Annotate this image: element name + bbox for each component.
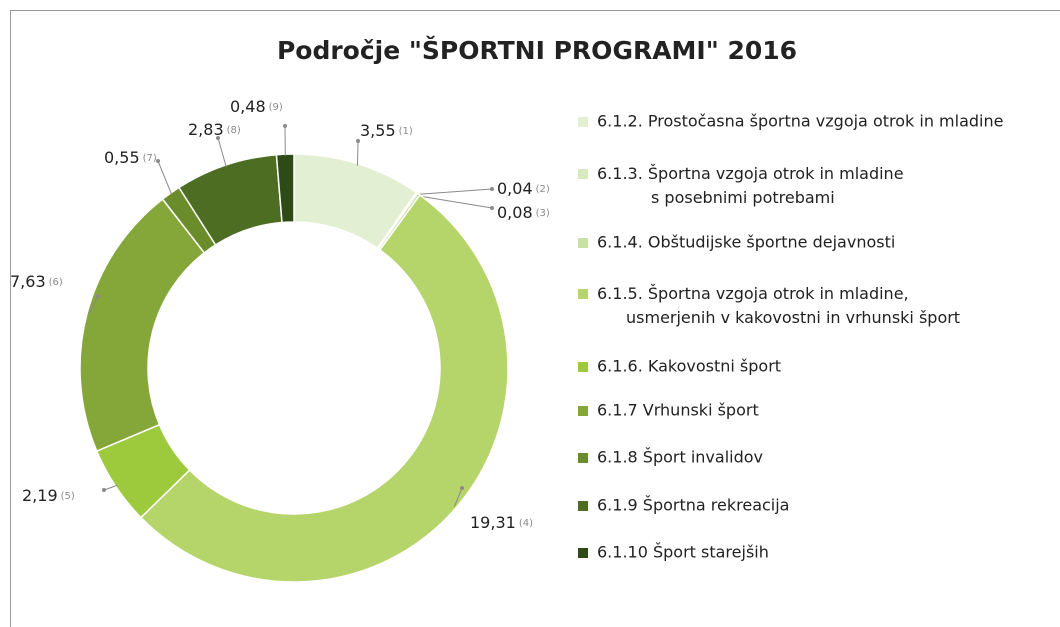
value-label: 3,55 (1) — [360, 121, 413, 140]
donut-slice — [139, 193, 509, 583]
legend-swatch — [578, 501, 588, 511]
value-label-note: (4) — [519, 518, 533, 529]
donut-slice — [275, 153, 295, 224]
value-label-number: 0,04 — [497, 179, 533, 198]
value-label-number: 19,31 — [470, 513, 516, 532]
leader-line — [103, 484, 118, 491]
value-label: 0,48 (9) — [230, 97, 283, 116]
value-label-note: (3) — [536, 208, 550, 219]
legend-swatch — [578, 453, 588, 463]
value-label: 7,63 (6) — [10, 272, 63, 291]
leader-line — [157, 160, 173, 195]
legend-label: 6.1.2. Prostočasna športna vzgoja otrok … — [597, 112, 1003, 131]
legend-swatch — [578, 238, 588, 248]
value-label-note: (9) — [269, 102, 283, 113]
donut-slice — [79, 198, 206, 453]
legend-swatch — [578, 548, 588, 558]
legend-swatch — [578, 362, 588, 372]
leader-dot — [460, 486, 464, 490]
legend-swatch — [578, 169, 588, 179]
leader-line — [217, 137, 227, 168]
leader-dot — [356, 139, 360, 143]
leader-line — [453, 487, 463, 507]
value-label-number: 0,55 — [104, 148, 140, 167]
value-label: 0,08 (3) — [497, 203, 550, 222]
value-label-note: (2) — [536, 184, 550, 195]
value-label-number: 3,55 — [360, 121, 396, 140]
value-label-note: (7) — [143, 153, 157, 164]
leader-dot — [96, 294, 100, 298]
value-label: 2,83 (8) — [188, 120, 241, 139]
legend-label: 6.1.8 Šport invalidov — [597, 448, 763, 467]
value-label-note: (1) — [399, 126, 413, 137]
legend-label: 6.1.7 Vrhunski šport — [597, 401, 759, 420]
legend-swatch — [578, 406, 588, 416]
value-label: 0,55 (7) — [104, 148, 157, 167]
legend-label: 6.1.4. Obštudijske športne dejavnosti — [597, 233, 895, 252]
leader-dot — [490, 206, 494, 210]
leader-line — [417, 195, 493, 209]
leader-dot — [216, 136, 220, 140]
value-label-number: 2,83 — [188, 120, 224, 139]
value-label: 2,19 (5) — [22, 486, 75, 505]
value-label-note: (8) — [227, 125, 241, 136]
value-label: 0,04 (2) — [497, 179, 550, 198]
frame — [10, 10, 1060, 627]
leader-line — [415, 188, 493, 195]
legend-label: 6.1.10 Šport starejših — [597, 543, 769, 562]
leader-dot — [490, 187, 494, 191]
legend-label: 6.1.9 Športna rekreacija — [597, 496, 789, 515]
value-label: 19,31 (4) — [470, 513, 533, 532]
value-label-note: (5) — [61, 491, 75, 502]
value-label-number: 2,19 — [22, 486, 58, 505]
legend-label: 6.1.6. Kakovostni šport — [597, 357, 781, 376]
leader-line — [88, 295, 99, 315]
legend-label: 6.1.5. Športna vzgoja otrok in mladine, u… — [597, 284, 960, 327]
leader-dot — [283, 124, 287, 128]
chart-title: Področje "ŠPORTNI PROGRAMI" 2016 — [277, 35, 797, 65]
legend-swatch — [578, 289, 588, 299]
value-label-number: 7,63 — [10, 272, 46, 291]
legend-label: 6.1.3. Športna vzgoja otrok in mladine s … — [597, 164, 904, 207]
value-label-number: 0,48 — [230, 97, 266, 116]
legend-swatch — [578, 117, 588, 127]
leader-dot — [102, 488, 106, 492]
value-label-note: (6) — [49, 277, 63, 288]
value-label-number: 0,08 — [497, 203, 533, 222]
leader-dot — [156, 159, 160, 163]
